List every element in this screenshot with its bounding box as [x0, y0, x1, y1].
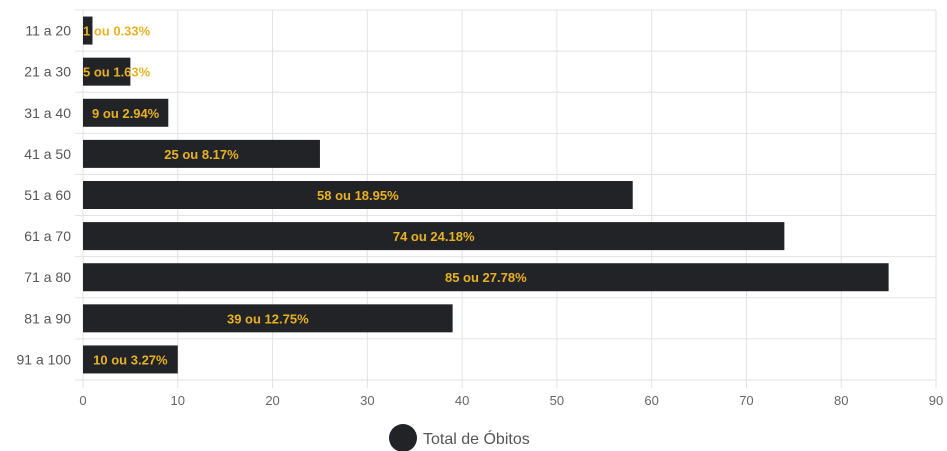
data-label: 58 ou 18.95%	[317, 188, 399, 203]
category-label: 71 a 80	[24, 269, 71, 285]
x-tick-label: 40	[455, 393, 469, 408]
data-label: 25 ou 8.17%	[164, 147, 239, 162]
data-label: 5 ou 1.63%	[83, 65, 151, 80]
bar	[83, 181, 633, 209]
data-label: 10 ou 3.27%	[93, 352, 168, 367]
x-tick-label: 50	[550, 393, 564, 408]
data-label: 9 ou 2.94%	[92, 106, 160, 121]
category-label: 31 a 40	[24, 105, 71, 121]
category-label: 91 a 100	[17, 351, 72, 367]
data-labels: 1 ou 0.33% 5 ou 1.63% 9 ou 2.94% 25 ou 8.17…	[83, 24, 527, 368]
category-label: 21 a 30	[24, 64, 71, 80]
bar	[83, 16, 93, 45]
legend[interactable]: Total de Óbitos	[389, 424, 530, 451]
data-label: 85 ou 27.78%	[445, 270, 527, 285]
bar	[83, 222, 785, 251]
bar	[83, 345, 178, 374]
category-label: 41 a 50	[24, 146, 71, 162]
x-tick-label: 80	[834, 393, 848, 408]
bars	[83, 16, 889, 374]
legend-swatch	[389, 424, 417, 451]
legend-label: Total de Óbitos	[423, 429, 530, 448]
category-label: 81 a 90	[24, 310, 71, 326]
bar	[83, 139, 320, 168]
data-label: 39 ou 12.75%	[227, 311, 309, 326]
x-tick-label: 0	[79, 393, 86, 408]
bar	[83, 98, 169, 127]
x-tick-label: 20	[265, 393, 279, 408]
x-tick-label: 10	[171, 393, 185, 408]
data-label: 1 ou 0.33%	[83, 24, 151, 39]
category-label: 51 a 60	[24, 187, 71, 203]
x-axis-ticks: 0 10 20 30 40 50 60 70 80 90	[79, 393, 943, 408]
category-label: 61 a 70	[24, 228, 71, 244]
x-tick-label: 60	[644, 393, 658, 408]
category-label: 11 a 20	[25, 23, 71, 39]
data-label: 74 ou 24.18%	[393, 229, 475, 244]
x-tick-label: 30	[360, 393, 374, 408]
bar	[83, 304, 453, 333]
bar	[83, 263, 889, 292]
x-tick-label: 90	[929, 393, 943, 408]
x-tick-label: 70	[739, 393, 753, 408]
category-labels: 11 a 20 21 a 30 31 a 40 41 a 50 51 a 60 61 a …	[17, 23, 72, 368]
bar	[83, 57, 131, 86]
grid	[75, 9, 937, 388]
